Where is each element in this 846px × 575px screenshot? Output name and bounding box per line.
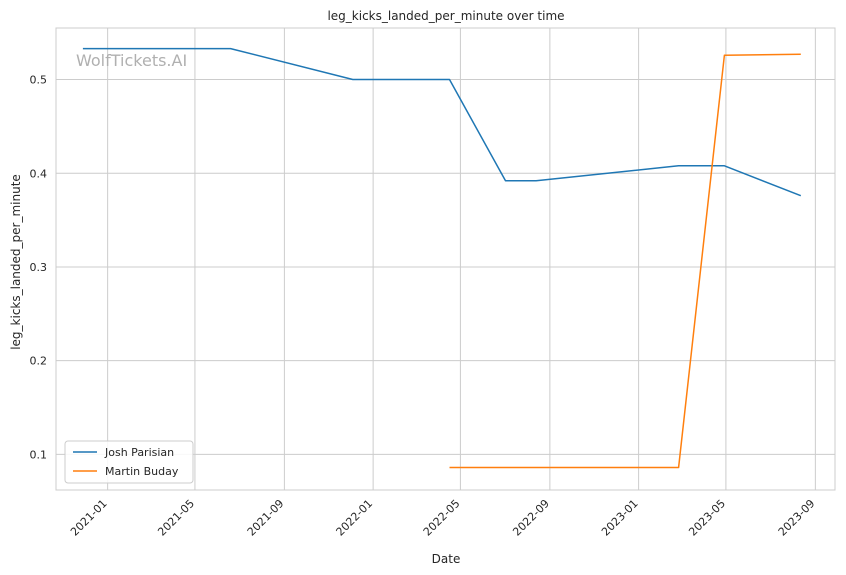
x-tick-label: 2021-05 bbox=[155, 497, 197, 539]
legend-label-josh-parisian: Josh Parisian bbox=[104, 446, 174, 459]
watermark: WolfTickets.AI bbox=[76, 51, 187, 70]
x-tick-label: 2021-01 bbox=[68, 497, 110, 539]
x-tick-label: 2023-01 bbox=[599, 497, 641, 539]
x-tick-label: 2021-09 bbox=[245, 497, 287, 539]
x-tick-label: 2022-01 bbox=[334, 497, 376, 539]
series-line-martin-buday bbox=[449, 53, 801, 469]
y-tick-label: 0.5 bbox=[30, 74, 48, 87]
y-tick-labels: 0.1 0.2 0.3 0.4 0.5 bbox=[30, 74, 48, 462]
y-tick-label: 0.4 bbox=[30, 167, 48, 180]
x-axis-label: Date bbox=[432, 552, 461, 566]
plot-area bbox=[55, 27, 836, 491]
x-tick-label: 2022-05 bbox=[421, 497, 463, 539]
legend: Josh Parisian Martin Buday bbox=[64, 440, 194, 484]
y-tick-label: 0.3 bbox=[30, 261, 48, 274]
x-tick-labels: 2021-01 2021-05 2021-09 2022-01 2022-05 2022-… bbox=[68, 497, 817, 539]
legend-label-martin-buday: Martin Buday bbox=[105, 465, 179, 478]
y-axis-label: leg_kicks_landed_per_minute bbox=[9, 174, 23, 350]
y-tick-label: 0.2 bbox=[30, 355, 48, 368]
x-tick-label: 2023-05 bbox=[686, 497, 728, 539]
series-line-josh-parisian bbox=[82, 47, 802, 197]
series-lines bbox=[82, 47, 802, 469]
chart-title: leg_kicks_landed_per_minute over time bbox=[327, 9, 564, 23]
x-tick-label: 2022-09 bbox=[510, 497, 552, 539]
y-tick-label: 0.1 bbox=[30, 448, 48, 461]
x-tick-label: 2023-09 bbox=[776, 497, 818, 539]
